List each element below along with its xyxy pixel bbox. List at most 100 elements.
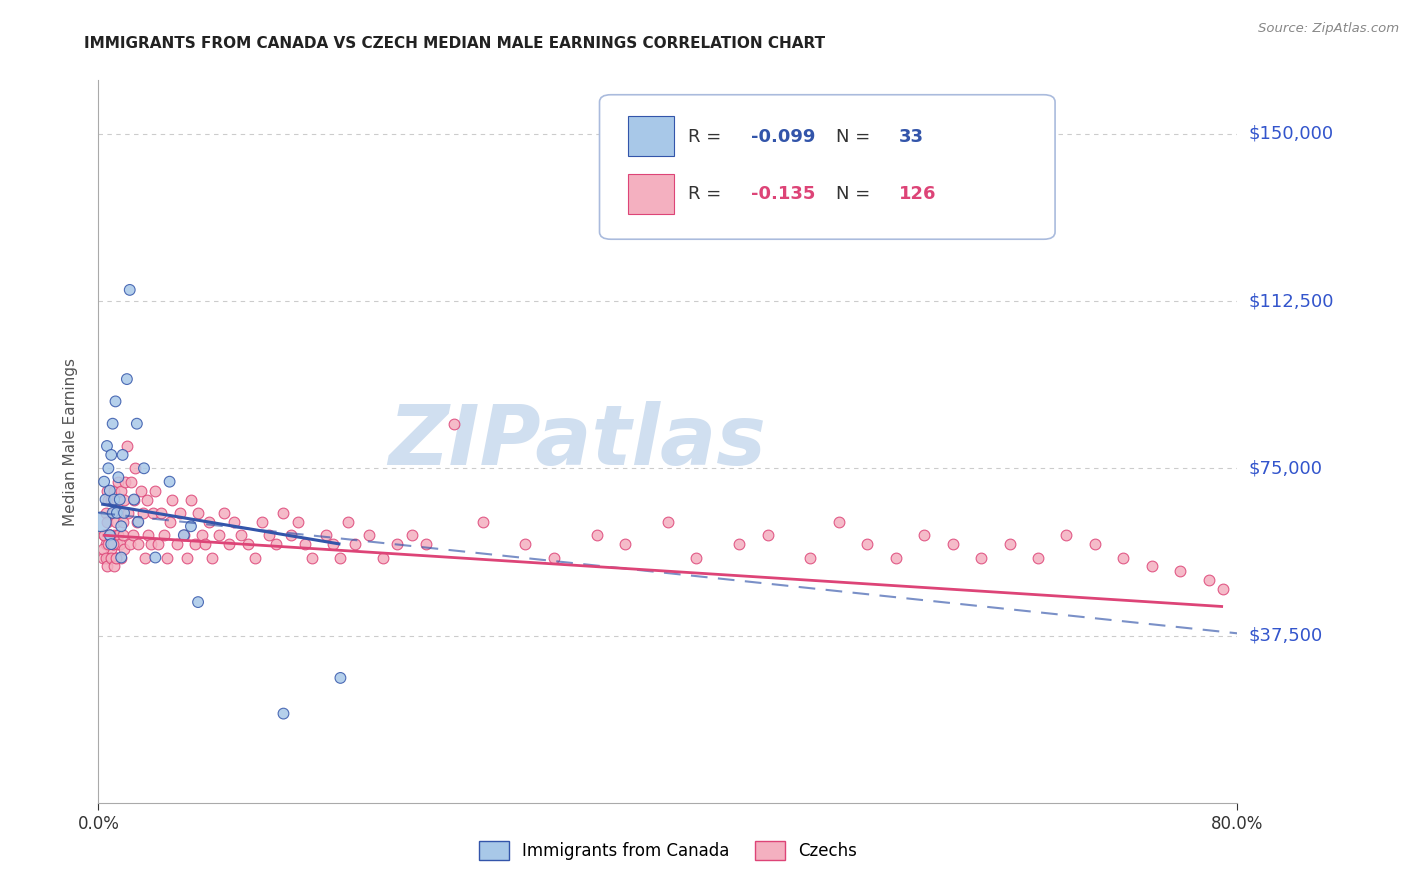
Point xyxy=(145,550,167,565)
Text: $112,500: $112,500 xyxy=(1249,292,1334,310)
Point xyxy=(728,537,751,551)
Point xyxy=(91,541,114,556)
Point xyxy=(124,461,146,475)
Point xyxy=(101,417,124,431)
Point xyxy=(100,537,122,551)
Point xyxy=(93,528,115,542)
Point xyxy=(259,528,281,542)
Text: N =: N = xyxy=(837,186,876,203)
Point xyxy=(236,537,259,551)
Point xyxy=(107,475,129,489)
Text: R =: R = xyxy=(689,128,727,145)
Point xyxy=(110,550,132,565)
Point xyxy=(153,528,176,542)
Point xyxy=(1170,564,1192,578)
Point xyxy=(121,528,143,542)
Point xyxy=(166,537,188,551)
Point xyxy=(212,506,235,520)
Point xyxy=(101,506,124,520)
Point xyxy=(98,528,121,542)
Point xyxy=(110,483,132,498)
Text: 33: 33 xyxy=(898,128,924,145)
Point xyxy=(115,439,138,453)
Point xyxy=(998,537,1021,551)
Point xyxy=(103,528,125,542)
Point xyxy=(112,541,135,556)
Point xyxy=(150,506,173,520)
Point xyxy=(148,537,170,551)
Point xyxy=(100,550,122,565)
Text: $75,000: $75,000 xyxy=(1249,459,1323,477)
Point xyxy=(98,528,121,542)
Point xyxy=(169,506,191,520)
Point xyxy=(315,528,337,542)
Point xyxy=(101,537,124,551)
Point xyxy=(657,515,679,529)
Point xyxy=(912,528,935,542)
Point xyxy=(127,515,149,529)
Point xyxy=(585,528,607,542)
Point xyxy=(118,283,141,297)
Point xyxy=(93,475,115,489)
Point xyxy=(96,559,118,574)
Point xyxy=(101,506,124,520)
Point xyxy=(111,528,134,542)
Point xyxy=(162,492,184,507)
Point xyxy=(136,528,159,542)
Point xyxy=(105,537,128,551)
Point xyxy=(94,506,117,520)
Point xyxy=(105,492,128,507)
Point xyxy=(94,537,117,551)
Point xyxy=(91,550,114,565)
Point xyxy=(100,492,122,507)
Point xyxy=(110,550,132,565)
Point xyxy=(132,461,155,475)
Point xyxy=(96,515,118,529)
Point xyxy=(294,537,316,551)
Text: $37,500: $37,500 xyxy=(1249,626,1323,645)
Point xyxy=(329,671,352,685)
Point xyxy=(176,550,198,565)
Point xyxy=(856,537,879,551)
Text: IMMIGRANTS FROM CANADA VS CZECH MEDIAN MALE EARNINGS CORRELATION CHART: IMMIGRANTS FROM CANADA VS CZECH MEDIAN M… xyxy=(84,36,825,51)
Point xyxy=(191,528,214,542)
Point xyxy=(105,506,128,520)
Point xyxy=(97,537,120,551)
Point xyxy=(208,528,231,542)
FancyBboxPatch shape xyxy=(628,116,673,156)
Point xyxy=(970,550,993,565)
Point xyxy=(117,506,139,520)
Text: Source: ZipAtlas.com: Source: ZipAtlas.com xyxy=(1258,22,1399,36)
Point xyxy=(101,537,124,551)
Point xyxy=(100,541,122,556)
Text: $150,000: $150,000 xyxy=(1249,125,1334,143)
Point xyxy=(373,550,395,565)
Point xyxy=(173,528,195,542)
Point xyxy=(104,394,127,409)
Point xyxy=(139,537,162,551)
Point xyxy=(343,537,366,551)
Point xyxy=(93,528,115,542)
Point xyxy=(1140,559,1163,574)
Point xyxy=(415,537,437,551)
Y-axis label: Median Male Earnings: Median Male Earnings xyxy=(63,358,77,525)
Point xyxy=(100,448,122,462)
Point xyxy=(273,706,295,721)
Point xyxy=(287,515,309,529)
Point xyxy=(1198,573,1220,587)
Point xyxy=(98,550,121,565)
Point xyxy=(614,537,637,551)
Point xyxy=(98,483,121,498)
Point xyxy=(112,506,135,520)
Text: -0.135: -0.135 xyxy=(751,186,815,203)
Point xyxy=(135,492,157,507)
Point xyxy=(1112,550,1135,565)
Point xyxy=(201,550,224,565)
Point xyxy=(134,550,156,565)
Point xyxy=(111,515,134,529)
Point xyxy=(942,537,965,551)
Point xyxy=(90,515,112,529)
Point xyxy=(107,528,129,542)
Point xyxy=(1056,528,1078,542)
Point xyxy=(96,483,118,498)
